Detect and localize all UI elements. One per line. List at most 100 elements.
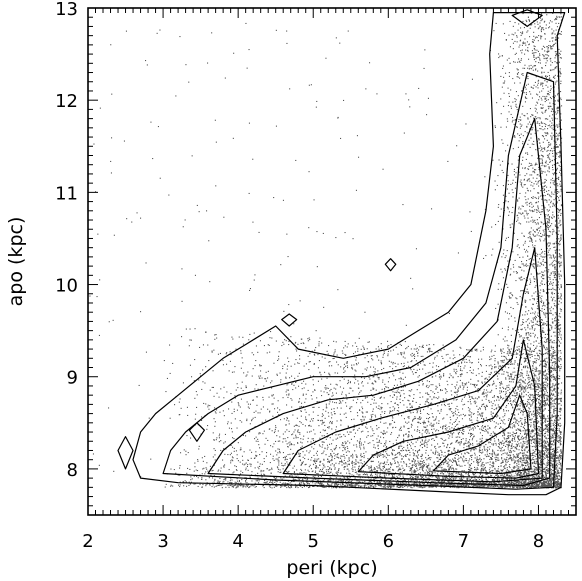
scatter-point — [508, 350, 510, 352]
scatter-point — [549, 462, 551, 464]
scatter-point — [493, 478, 495, 480]
scatter-point — [488, 373, 490, 375]
scatter-point — [286, 429, 288, 431]
scatter-point — [383, 397, 385, 399]
scatter-point — [223, 397, 225, 399]
scatter-point — [462, 460, 464, 462]
scatter-point — [394, 460, 396, 462]
scatter-point — [321, 342, 323, 344]
scatter-point — [331, 421, 333, 423]
scatter-point — [428, 471, 430, 473]
scatter-point — [179, 465, 181, 467]
scatter-point — [289, 441, 291, 443]
scatter-point — [506, 400, 508, 402]
scatter-point — [364, 416, 366, 418]
scatter-point — [386, 485, 388, 487]
scatter-point — [436, 460, 438, 462]
scatter-point — [550, 424, 552, 426]
scatter-point — [275, 450, 277, 452]
scatter-point — [462, 359, 464, 361]
scatter-point — [340, 484, 342, 486]
scatter-point — [423, 479, 425, 481]
scatter-point — [344, 484, 346, 486]
scatter-point — [387, 353, 389, 355]
scatter-point — [451, 464, 453, 466]
scatter-point — [319, 337, 321, 339]
scatter-point — [366, 369, 368, 371]
scatter-point — [202, 381, 204, 383]
scatter-point — [403, 439, 405, 441]
scatter-point — [455, 419, 457, 421]
scatter-point — [445, 468, 447, 470]
scatter-point — [444, 455, 446, 457]
scatter-point — [366, 348, 368, 350]
scatter-point — [444, 388, 446, 390]
scatter-point — [245, 478, 247, 480]
scatter-point — [544, 427, 546, 429]
scatter-point — [312, 470, 314, 472]
scatter-point — [554, 414, 556, 416]
scatter-point — [313, 440, 315, 442]
scatter-point — [499, 481, 501, 483]
scatter-point — [348, 484, 350, 486]
scatter-point — [503, 458, 505, 460]
scatter-point — [233, 438, 235, 440]
scatter-point — [283, 485, 285, 487]
scatter-point — [485, 405, 487, 407]
scatter-point — [442, 481, 444, 483]
scatter-point — [271, 403, 273, 405]
scatter-point — [542, 475, 544, 477]
scatter-point — [527, 464, 529, 466]
scatter-point — [433, 419, 435, 421]
scatter-point — [428, 457, 430, 459]
scatter-point — [555, 391, 557, 393]
scatter-point — [469, 432, 471, 434]
scatter-point — [195, 391, 197, 393]
scatter-point — [440, 449, 442, 451]
scatter-point — [380, 418, 382, 420]
scatter-point — [437, 451, 439, 453]
scatter-point — [437, 391, 439, 393]
scatter-point — [532, 449, 534, 451]
scatter-point — [190, 476, 192, 478]
scatter-point — [239, 484, 241, 486]
scatter-point — [245, 375, 247, 377]
scatter-point — [477, 411, 479, 413]
scatter-point — [202, 460, 204, 462]
scatter-point — [349, 381, 351, 383]
scatter-point — [538, 479, 540, 481]
scatter-point — [542, 381, 544, 383]
scatter-point — [417, 376, 419, 378]
scatter-point — [370, 469, 372, 471]
scatter-point — [399, 487, 401, 489]
scatter-point — [361, 419, 363, 421]
scatter-point — [428, 385, 430, 387]
scatter-point — [370, 467, 372, 469]
scatter-point — [340, 457, 342, 459]
scatter-point — [433, 425, 435, 427]
scatter-point — [372, 413, 374, 415]
scatter-point — [388, 474, 390, 476]
scatter-point — [456, 414, 458, 416]
scatter-point — [545, 375, 547, 377]
scatter-point — [230, 354, 232, 356]
scatter-point — [389, 423, 391, 425]
scatter-point — [471, 468, 473, 470]
scatter-point — [323, 472, 325, 474]
scatter-point — [482, 451, 484, 453]
scatter-point — [439, 454, 441, 456]
scatter-point — [370, 473, 372, 475]
scatter-point — [458, 411, 460, 413]
scatter-point — [402, 484, 404, 486]
scatter-point — [213, 464, 215, 466]
scatter-point — [331, 365, 333, 367]
scatter-point — [480, 486, 482, 488]
scatter-point — [385, 422, 387, 424]
scatter-point — [519, 473, 521, 475]
scatter-point — [485, 370, 487, 372]
scatter-point — [196, 475, 198, 477]
scatter-point — [500, 396, 502, 398]
scatter-point — [553, 412, 555, 414]
scatter-point — [297, 442, 299, 444]
scatter-point — [281, 464, 283, 466]
